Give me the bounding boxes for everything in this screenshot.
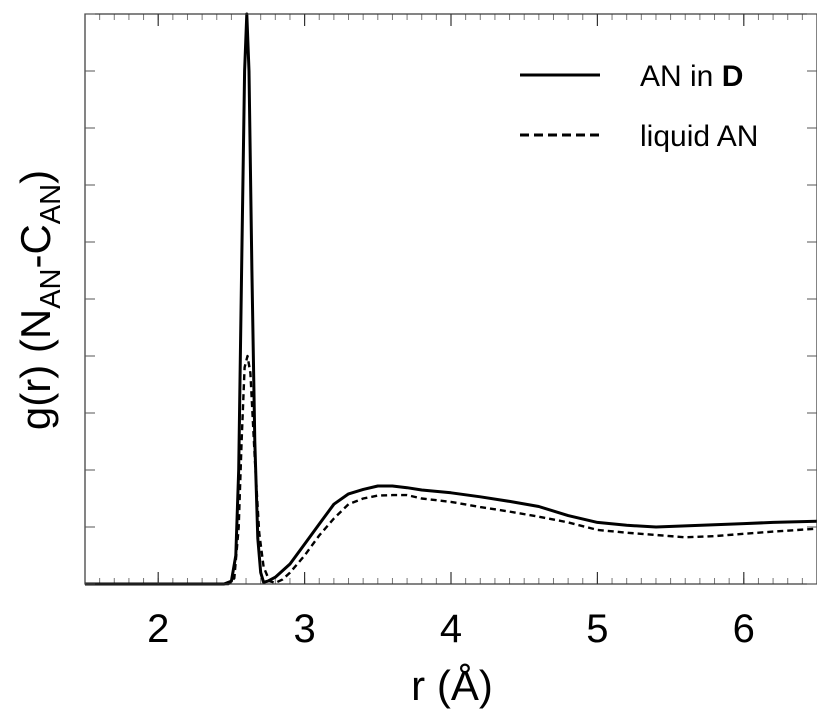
plot-frame (84, 13, 817, 585)
legend: AN in D liquid AN (520, 60, 758, 153)
series-line-an-in-d (85, 12, 817, 586)
series-line-liquid-an (85, 354, 817, 586)
minor-ticks (84, 14, 817, 584)
legend-label-an-in-d: AN in D (640, 60, 743, 93)
y-axis-title: g(r) (NAN-CAN) (12, 170, 67, 430)
major-ticks (85, 13, 817, 585)
series-layer (85, 12, 817, 586)
x-axis-title: r (Å) (411, 662, 493, 709)
legend-label-liquid-an: liquid AN (640, 120, 758, 153)
x-tick-label: 4 (440, 607, 462, 651)
x-tick-label: 2 (147, 607, 169, 651)
x-tick-labels: 2 3 4 5 6 (147, 607, 755, 651)
x-tick-label: 5 (586, 607, 608, 651)
x-tick-label: 3 (293, 607, 315, 651)
x-tick-label: 6 (733, 607, 755, 651)
